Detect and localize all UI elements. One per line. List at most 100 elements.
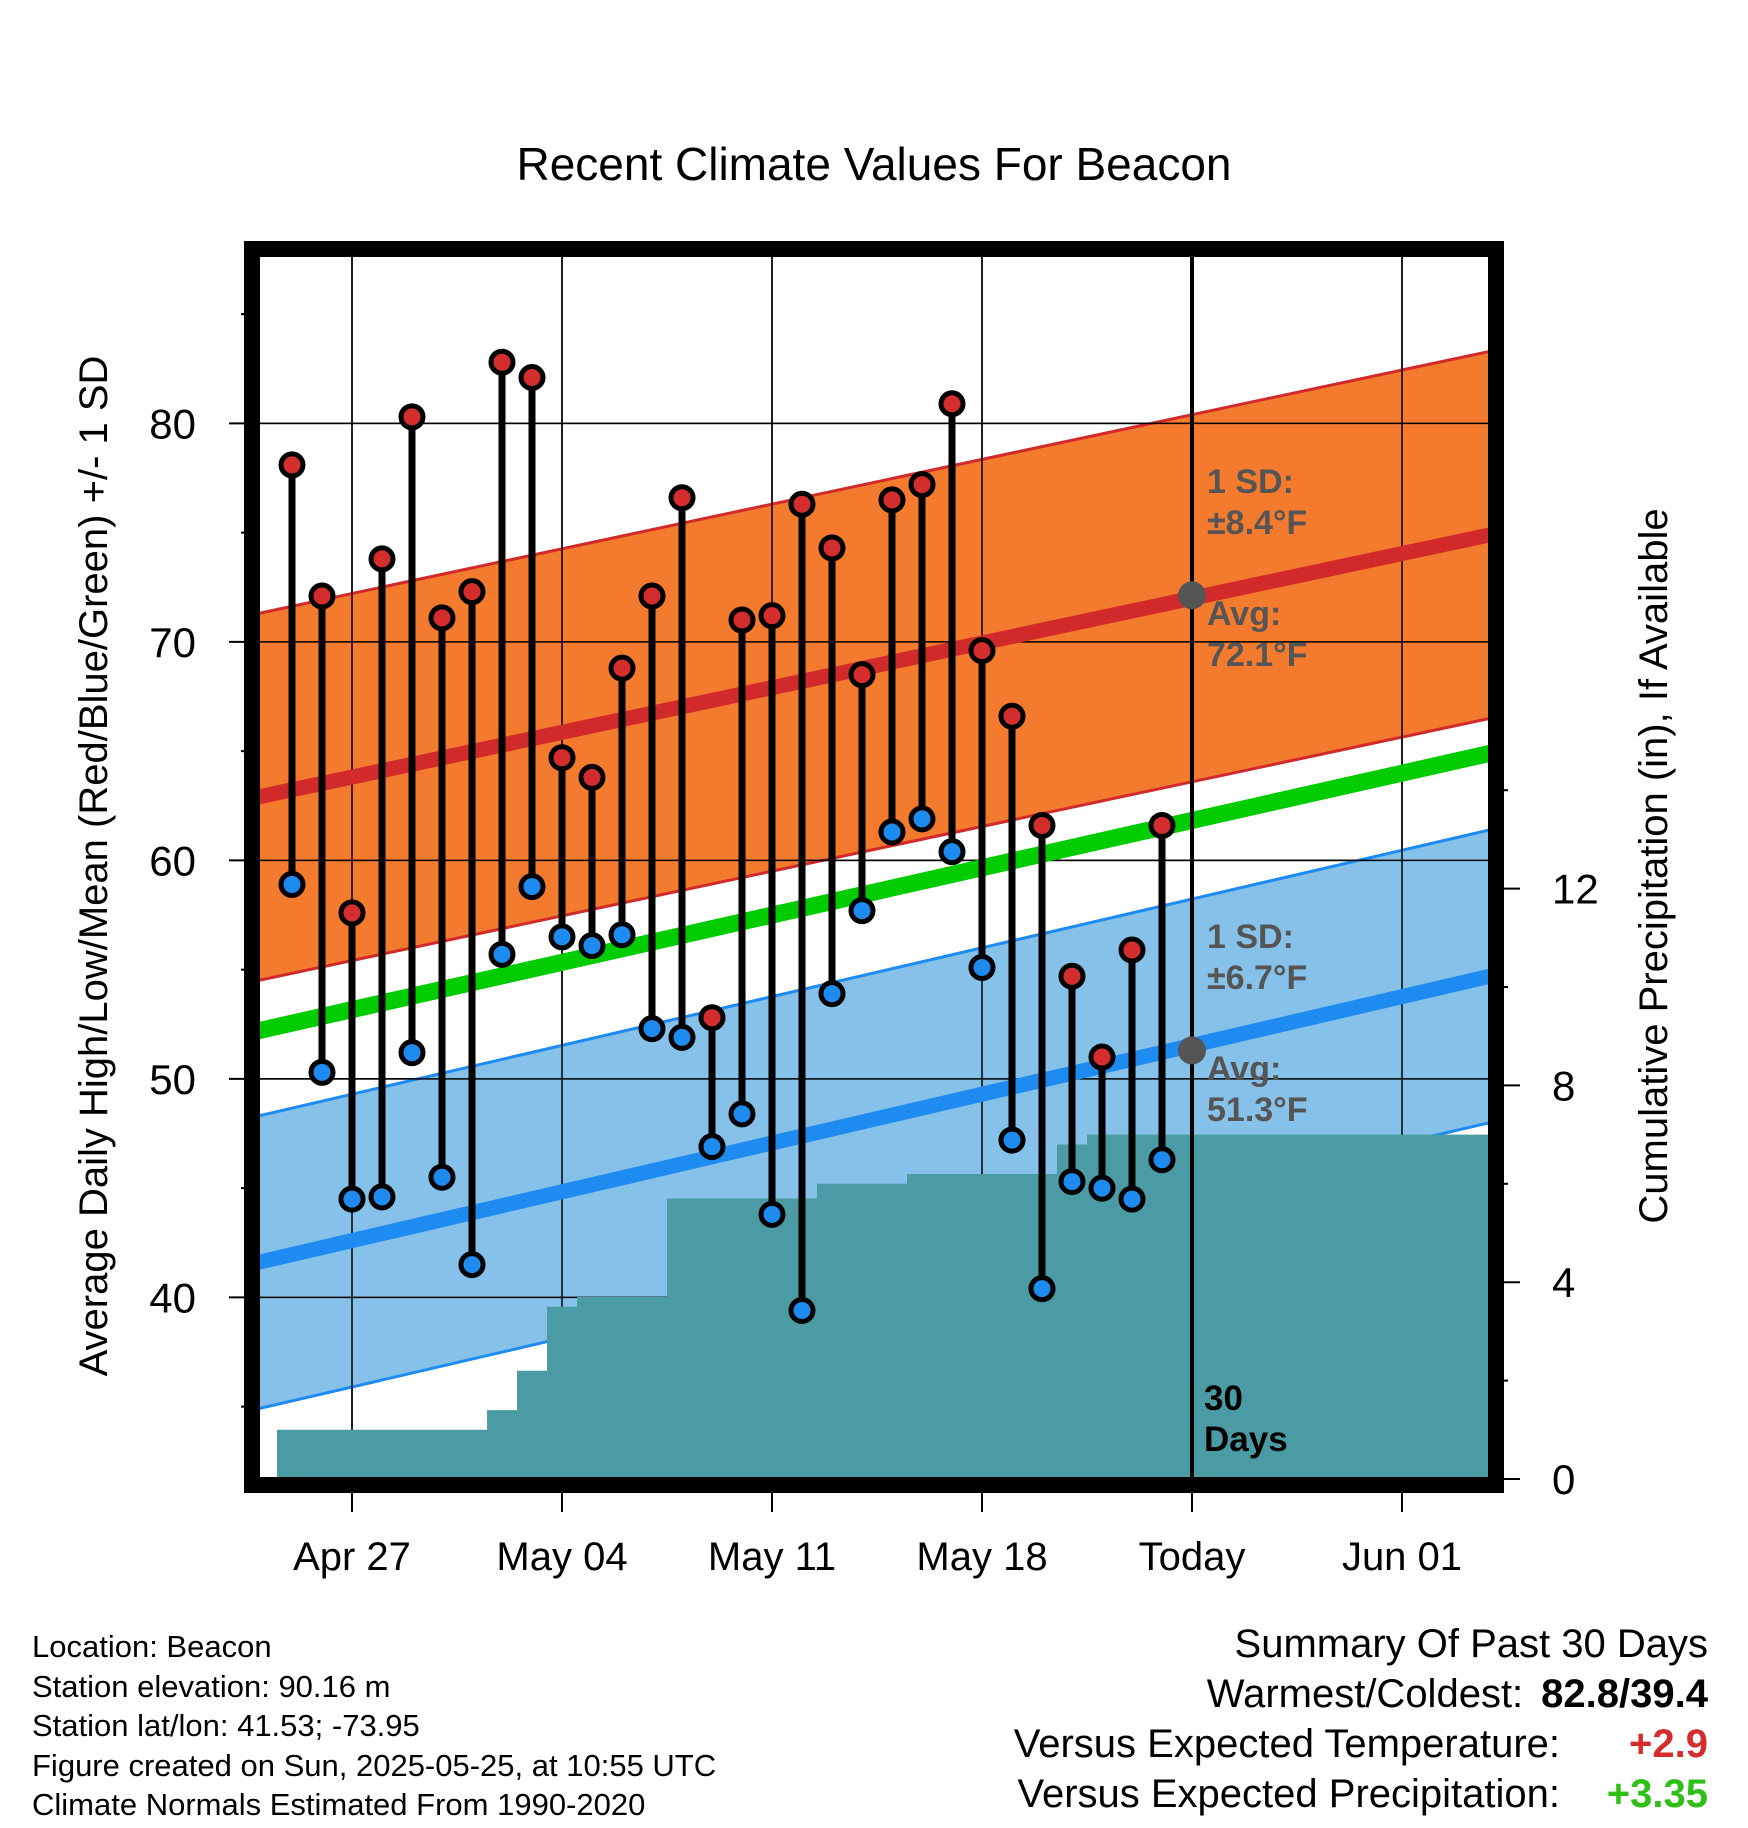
daily-low-point — [908, 805, 936, 833]
summary-temp-row: Versus Expected Temperature: +2.9 — [1014, 1719, 1708, 1769]
daily-low-point — [338, 1185, 366, 1213]
daily-low-point — [1058, 1168, 1086, 1196]
daily-low-point — [368, 1183, 396, 1211]
warmest-value: 82.8/39.4 — [1541, 1672, 1708, 1716]
high-sd-annotation: 1 SD: ±8.4°F — [1207, 463, 1307, 542]
daily-low-point — [1148, 1146, 1176, 1174]
daily-high-point — [308, 582, 336, 610]
daily-low-point — [818, 980, 846, 1008]
x-tick-label: May 18 — [916, 1535, 1047, 1579]
y-tick-label: 80 — [149, 400, 196, 447]
station-info: Location: Beacon Station elevation: 90.1… — [32, 1627, 716, 1825]
low-avg-annotation: Avg: 51.3°F — [1207, 1050, 1308, 1129]
daily-high-point — [818, 534, 846, 562]
temp-label: Versus Expected Temperature: — [1013, 1722, 1560, 1766]
high-avg-annotation-line: 72.1°F — [1207, 636, 1308, 674]
x-tick-label: May 11 — [708, 1535, 836, 1579]
x-axis-label: Day — [838, 1598, 909, 1600]
daily-high-point — [1058, 962, 1086, 990]
daily-low-point — [428, 1163, 456, 1191]
summary-warmest-row: Warmest/Coldest: 82.8/39.4 — [1014, 1669, 1708, 1719]
daily-high-point — [878, 486, 906, 514]
daily-high-point — [278, 451, 306, 479]
daily-low-point — [578, 932, 606, 960]
daily-high-point — [968, 637, 996, 665]
normals-period: Climate Normals Estimated From 1990-2020 — [32, 1787, 646, 1822]
high-sd-annotation-line: 1 SD: — [1207, 463, 1294, 501]
warmest-label: Warmest/Coldest: — [1206, 1672, 1524, 1716]
figure-created: Figure created on Sun, 2025-05-25, at 10… — [32, 1747, 717, 1783]
y-tick-label: 60 — [149, 837, 196, 884]
daily-high-point — [458, 578, 486, 606]
high-avg-line — [258, 527, 1490, 805]
daily-high-point — [548, 744, 576, 772]
x-tick-label: Apr 27 — [293, 1535, 411, 1579]
daily-low-point — [1118, 1185, 1146, 1213]
daily-low-point — [398, 1039, 426, 1067]
daily-low-point — [638, 1015, 666, 1043]
daily-low-point — [968, 953, 996, 981]
daily-low-point — [278, 870, 306, 898]
daily-low-point — [1028, 1275, 1056, 1303]
daily-high-point — [758, 602, 786, 630]
daily-low-point — [518, 873, 546, 901]
daily-low-point — [998, 1126, 1026, 1154]
summary-panel: Summary Of Past 30 Days Warmest/Coldest:… — [1014, 1619, 1708, 1819]
daily-high-point — [638, 582, 666, 610]
daily-high-point — [788, 490, 816, 518]
daily-low-point — [458, 1251, 486, 1279]
today-days-label-line: Days — [1204, 1420, 1288, 1459]
daily-high-point — [368, 545, 396, 573]
high-sd-band-lower-edge — [258, 716, 1490, 983]
daily-high-point — [908, 471, 936, 499]
high-avg-annotation-line: Avg: — [1207, 595, 1281, 633]
x-tick-label: May 04 — [496, 1535, 627, 1579]
daily-low-point — [788, 1297, 816, 1325]
y2-tick-label: 12 — [1552, 866, 1599, 913]
daily-high-point — [1088, 1043, 1116, 1071]
summary-title: Summary Of Past 30 Days — [1234, 1622, 1708, 1666]
x-tick-label: Jun 01 — [1342, 1535, 1462, 1579]
daily-low-point — [728, 1100, 756, 1128]
low-sd-annotation-line: 1 SD: — [1207, 918, 1294, 956]
daily-high-point — [1118, 936, 1146, 964]
daily-high-point — [518, 364, 546, 392]
daily-low-point — [848, 897, 876, 925]
low-avg-annotation-line: 51.3°F — [1207, 1091, 1308, 1129]
daily-high-point — [998, 702, 1026, 730]
precip-anomaly-value: +3.35 — [1606, 1772, 1708, 1816]
daily-low-point — [548, 923, 576, 951]
station-latlon: Station lat/lon: 41.53; -73.95 — [32, 1708, 420, 1743]
low-sd-annotation-line: ±6.7°F — [1207, 959, 1307, 997]
plot-frame — [244, 241, 1504, 1493]
climate-chart: Recent Climate Values For Beacon 30 Days 1… — [72, 138, 1676, 1600]
summary-precip-row: Versus Expected Precipitation: +3.35 — [1014, 1769, 1708, 1819]
daily-high-point — [728, 606, 756, 634]
y-tick-label: 50 — [149, 1056, 196, 1103]
daily-low-point — [308, 1058, 336, 1086]
high-sd-annotation-line: ±8.4°F — [1207, 504, 1307, 542]
temp-anomaly-value: +2.9 — [1629, 1722, 1708, 1766]
daily-low-point — [758, 1200, 786, 1228]
daily-low-point — [668, 1023, 696, 1051]
low-avg-today-dot — [1178, 1036, 1206, 1065]
daily-high-point — [698, 1004, 726, 1032]
today-days-label-line: 30 — [1204, 1379, 1243, 1418]
daily-high-point — [1148, 811, 1176, 839]
low-sd-band-upper-edge — [258, 828, 1490, 1118]
daily-low-point — [878, 818, 906, 846]
station-elevation: Station elevation: 90.16 m — [32, 1668, 391, 1704]
daily-high-point — [428, 604, 456, 632]
y2-tick-label: 0 — [1552, 1456, 1575, 1503]
low-avg-line — [258, 968, 1490, 1270]
precip-label: Versus Expected Precipitation: — [1017, 1772, 1560, 1816]
daily-high-point — [338, 899, 366, 927]
today-days-label: 30 Days — [1204, 1379, 1288, 1459]
high-sd-band-upper-edge — [258, 349, 1490, 615]
y2-tick-label: 4 — [1552, 1259, 1575, 1306]
y-axis-label: Average Daily High/Low/Mean (Red/Blue/Gr… — [72, 356, 116, 1377]
daily-high-point — [668, 484, 696, 512]
high-avg-today-dot — [1178, 581, 1206, 610]
daily-low-point — [1088, 1174, 1116, 1202]
y-tick-label: 70 — [149, 619, 196, 666]
